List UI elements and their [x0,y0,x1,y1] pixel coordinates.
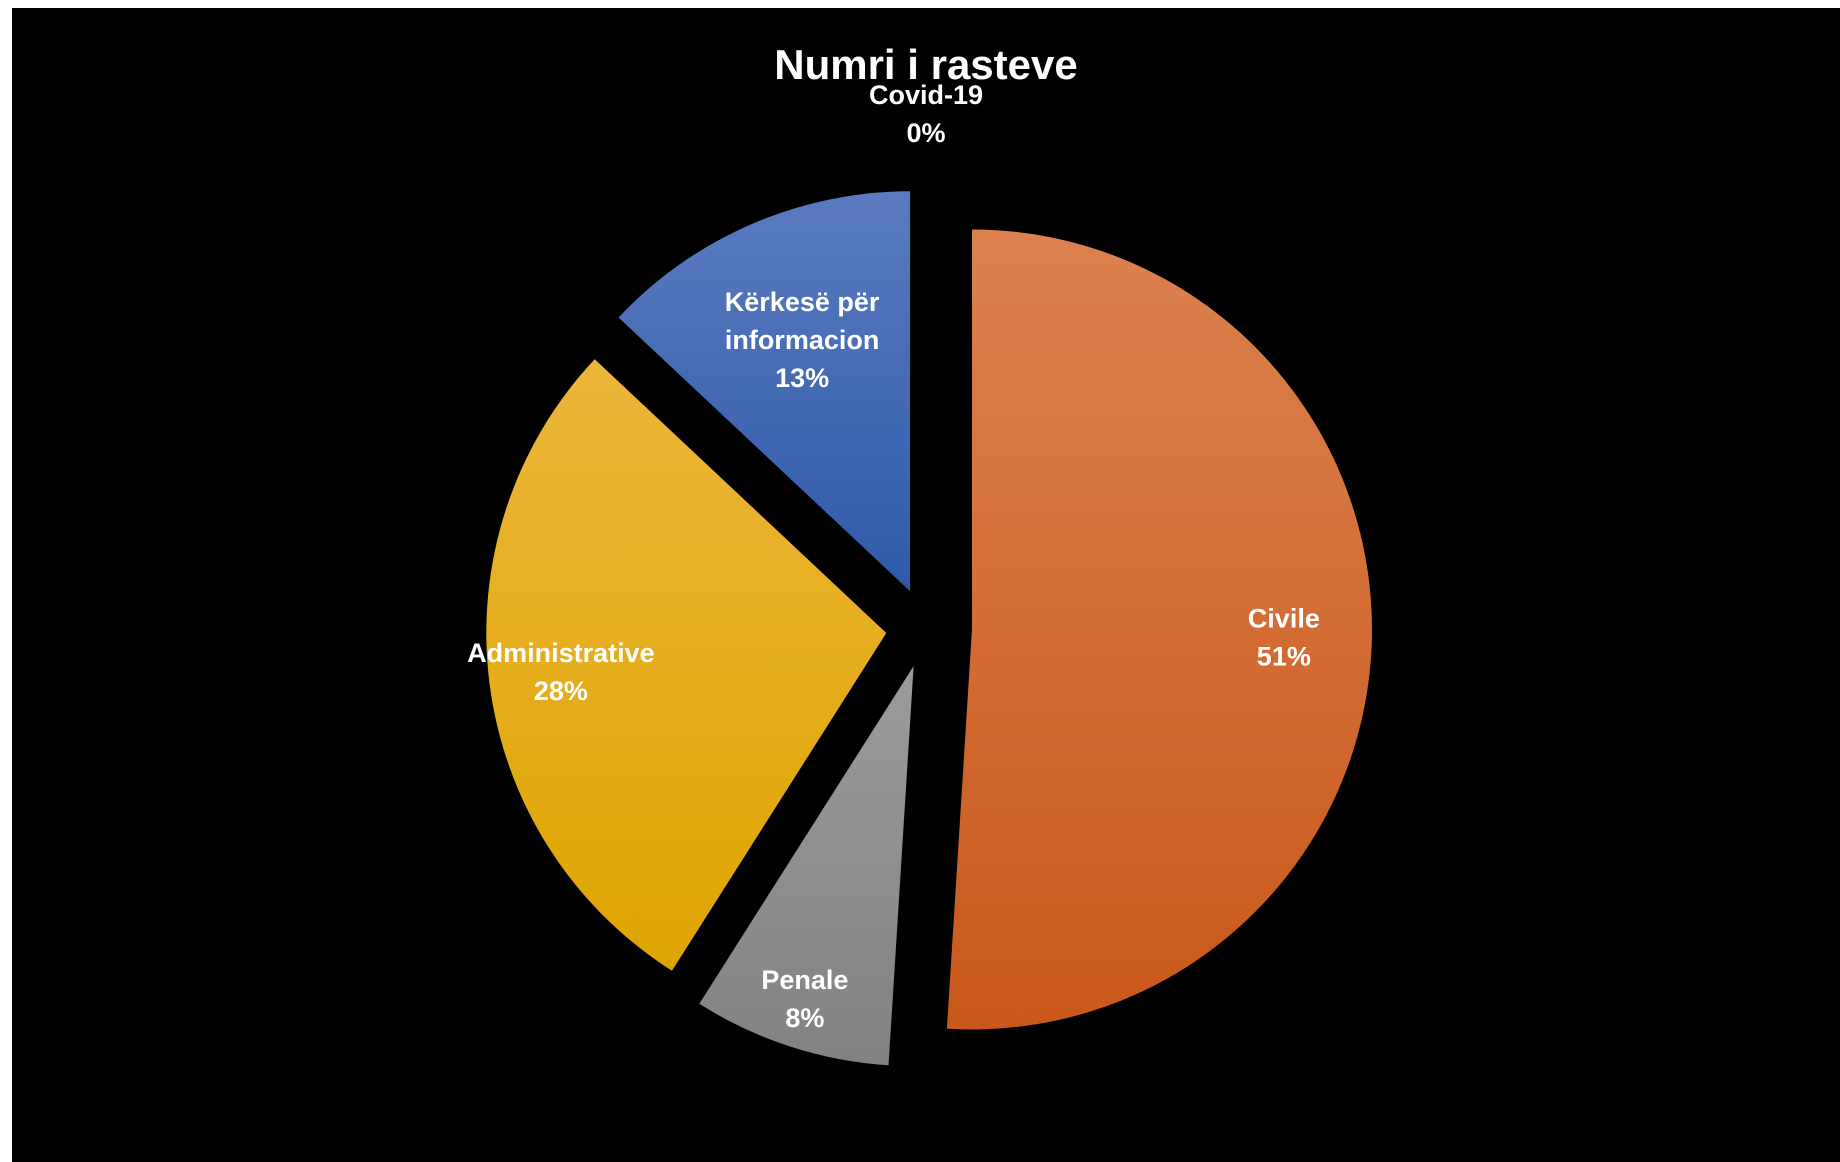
slice-label-covid-19: Covid-19 0% [869,80,983,148]
slices-layer [486,191,1372,1066]
chart-title: Numri i rasteve [774,41,1077,88]
pie-chart: Numri i rasteve Civile 51% Penale 8% Adminis… [467,41,1372,1066]
labels-layer: Civile 51% Penale 8% Administrative 28% Kërkes… [467,80,1320,1033]
pie-slice-civile [946,229,1372,1030]
slice-label-k-rkes-p-r-informacion: Kërkesë për informacion 13% [725,287,880,393]
pie-slice-k-rkes-p-r-informacion [618,191,911,592]
chart-area: Numri i rasteve Civile 51% Penale 8% Adminis… [12,8,1840,1162]
slice-label-civile: Civile 51% [1248,603,1320,671]
slice-label-penale: Penale 8% [761,965,848,1033]
slice-label-administrative: Administrative 28% [467,638,655,706]
pie-slice-penale [699,666,914,1066]
pie-slice-administrative [486,359,887,971]
